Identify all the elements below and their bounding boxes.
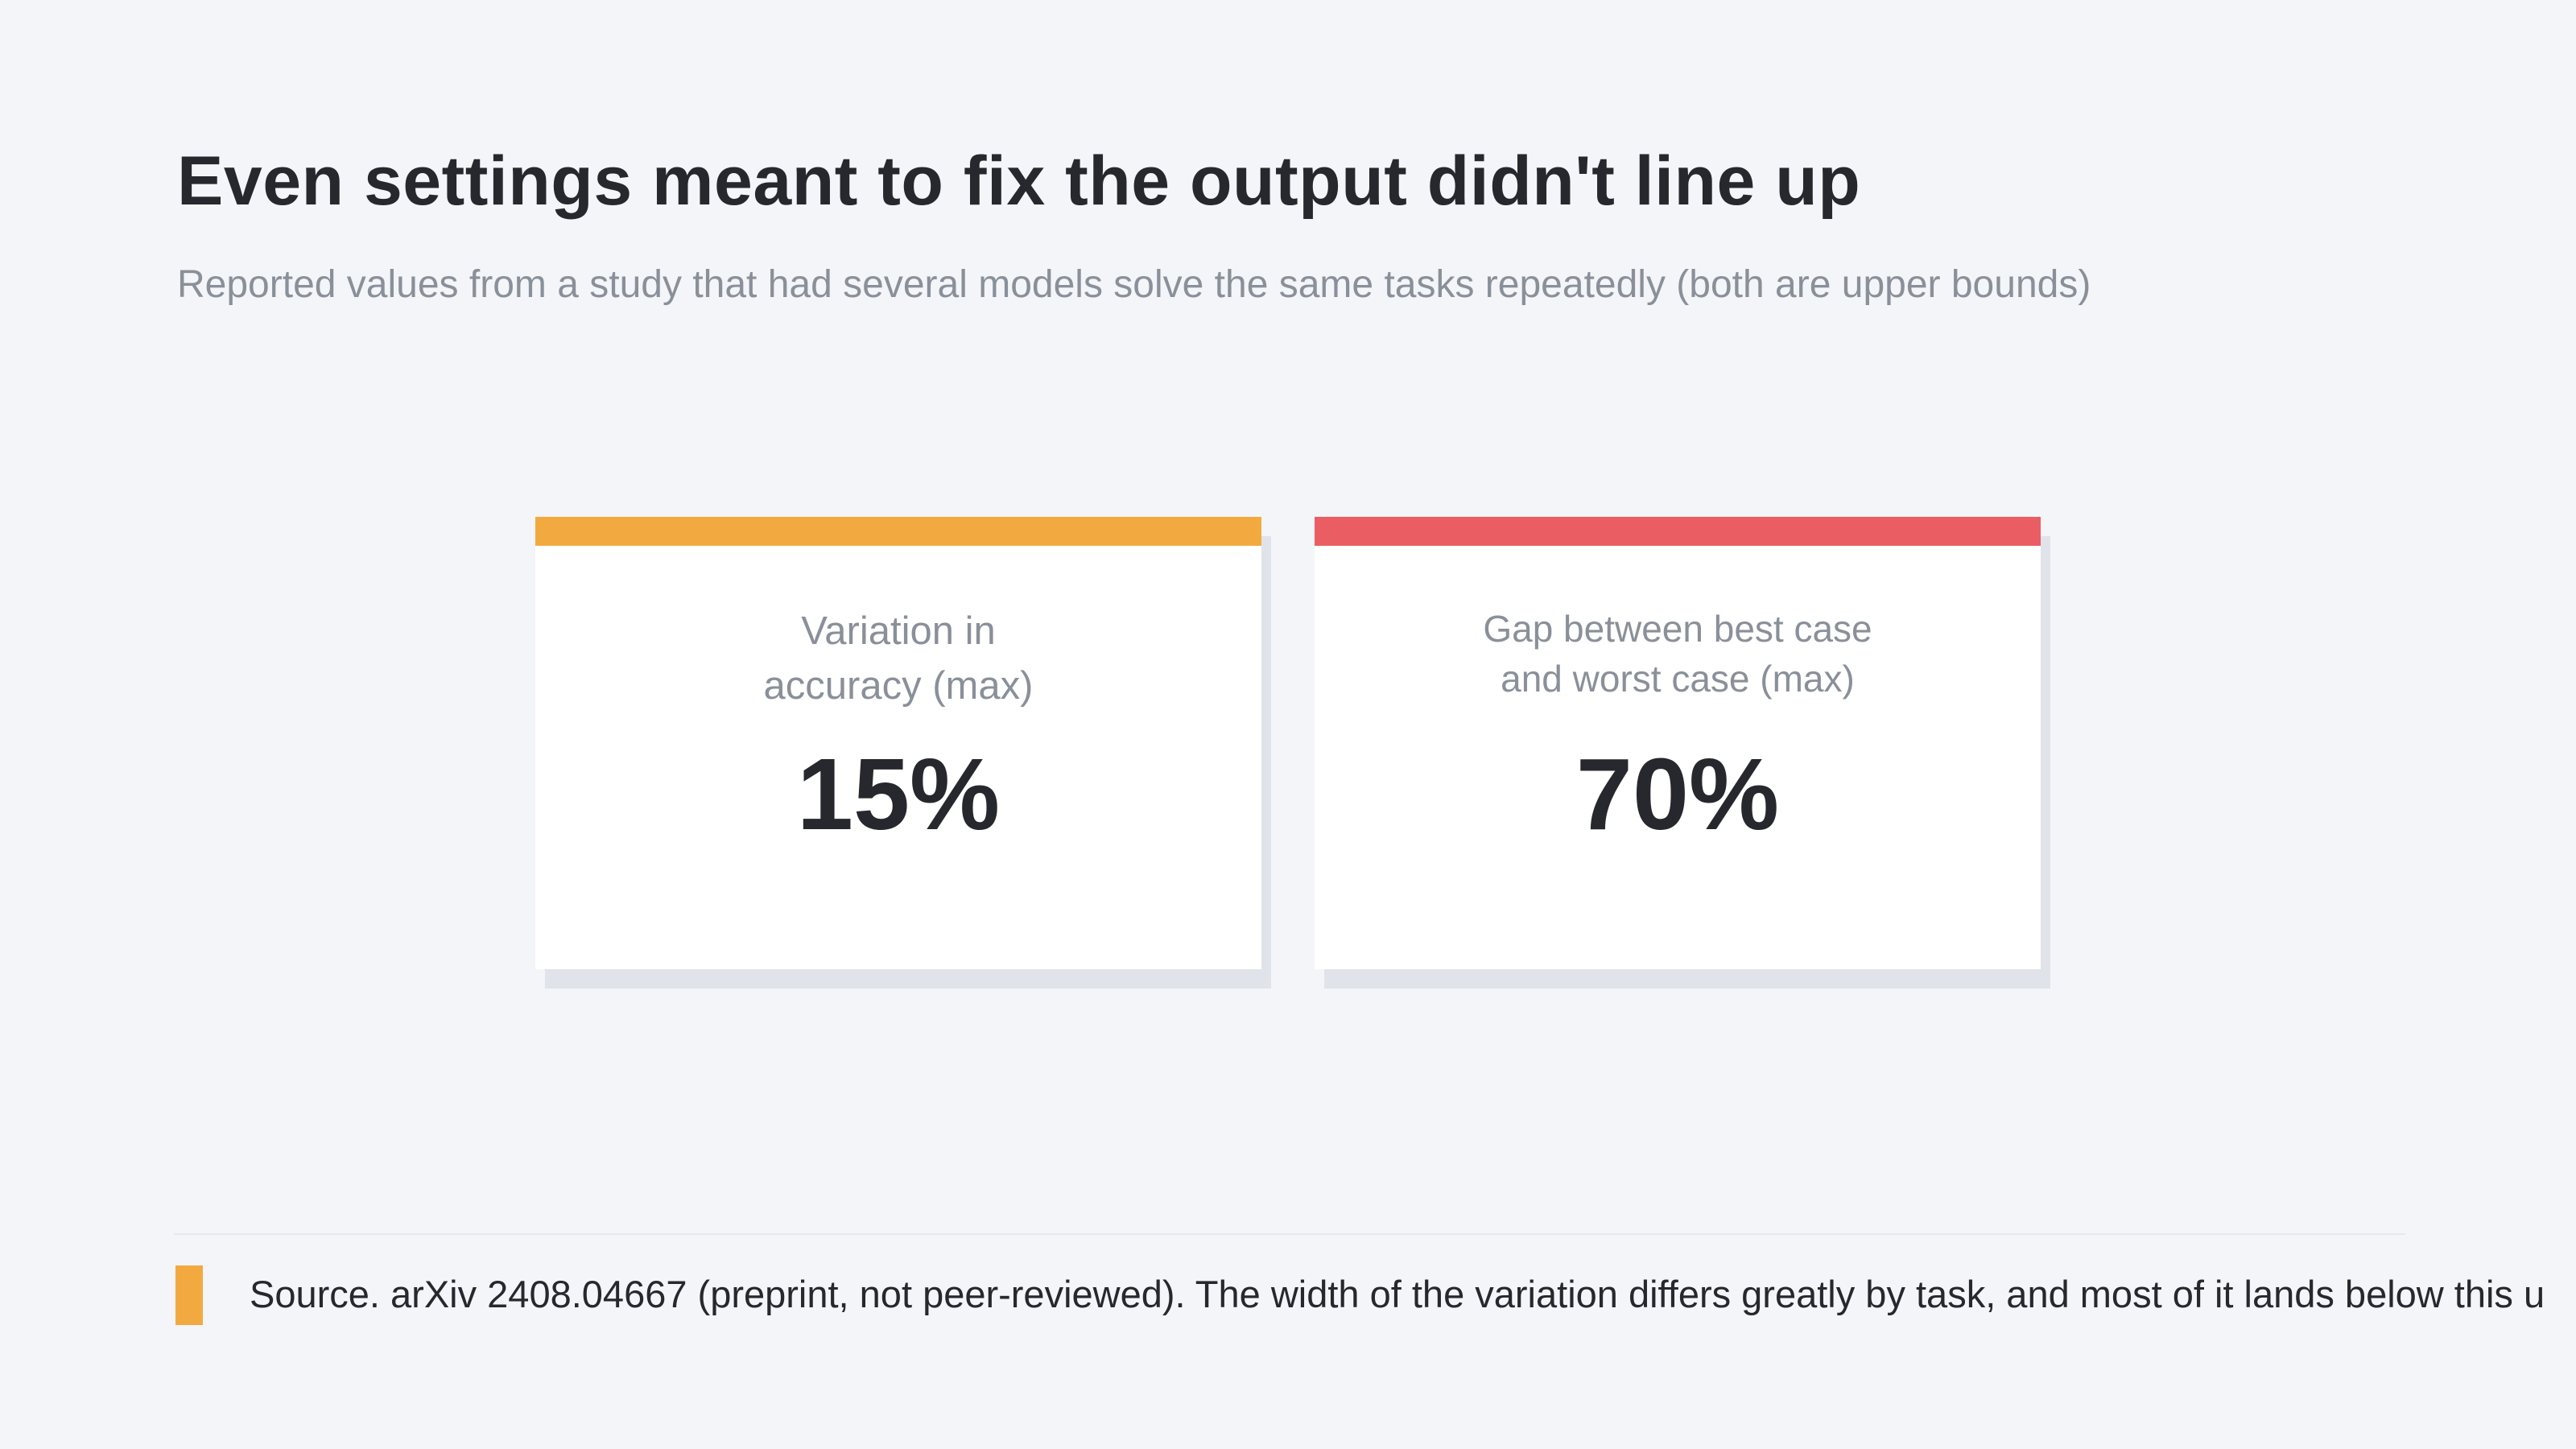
stat-card-accuracy-variation: Variation in accuracy (max) 15%: [535, 517, 1261, 969]
footer-divider: [174, 1233, 2405, 1235]
card-label-line: Variation in: [801, 609, 996, 653]
stat-card-best-worst-gap: Gap between best case and worst case (ma…: [1315, 517, 2041, 969]
card-accent-bar: [535, 517, 1261, 546]
source-note: Source. arXiv 2408.04667 (preprint, not …: [250, 1273, 2545, 1315]
card-label-line: Gap between best case: [1483, 608, 1872, 650]
card-value: 70%: [1575, 737, 1780, 851]
source-marker: [175, 1265, 203, 1325]
chart-title: Even settings meant to fix the output di…: [177, 142, 1861, 220]
footer: Source. arXiv 2408.04667 (preprint, not …: [0, 1240, 2576, 1352]
card-accent-bar: [1315, 517, 2041, 546]
card-label-line: accuracy (max): [763, 664, 1034, 708]
card-label: Gap between best case and worst case (ma…: [1452, 604, 1903, 704]
card-label: Variation in accuracy (max): [753, 604, 1043, 713]
chart-subtitle: Reported values from a study that had se…: [177, 263, 2091, 306]
card-label-line: and worst case (max): [1501, 658, 1855, 700]
card-value: 15%: [796, 737, 1001, 851]
